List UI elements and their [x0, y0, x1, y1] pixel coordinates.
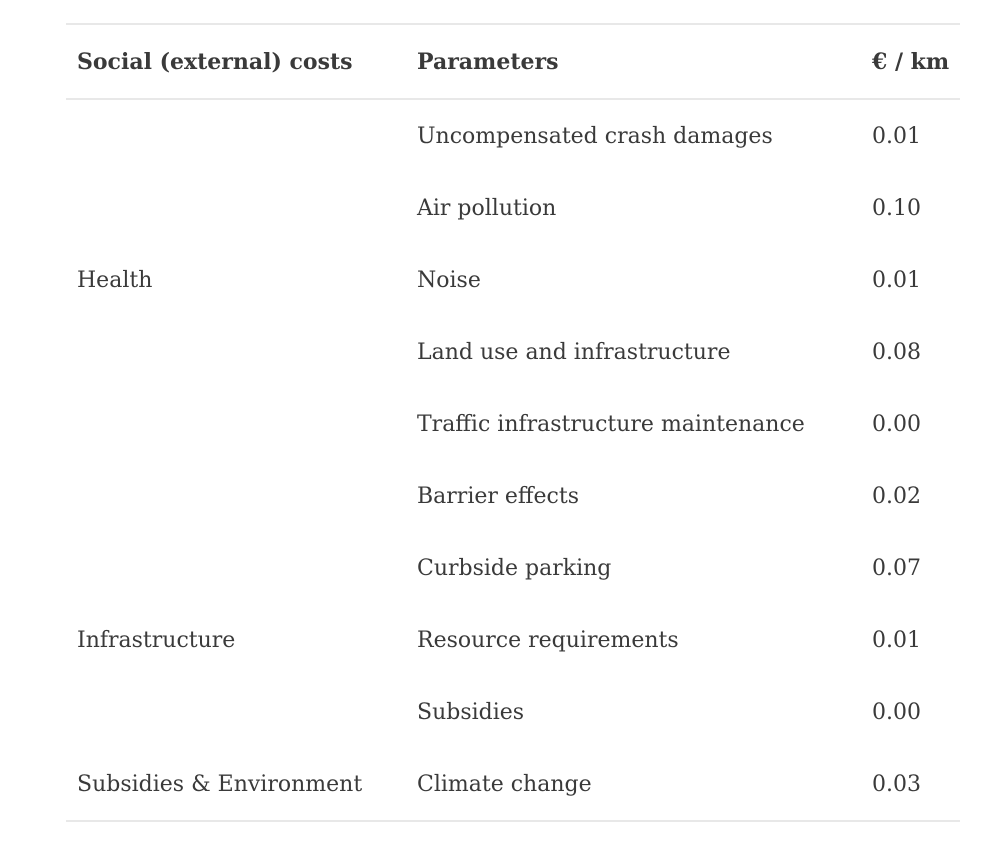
value-cell: 0.01 — [872, 123, 921, 149]
table-row: Health Noise 0.01 — [66, 244, 960, 316]
table-row: Barrier effects 0.02 — [66, 460, 960, 532]
group-cell — [66, 676, 406, 748]
column-header-social-external-costs: Social (external) costs — [66, 24, 406, 100]
value-cell: 0.01 — [872, 627, 921, 653]
group-cell — [66, 172, 406, 244]
group-cell — [66, 388, 406, 460]
table-row: Air pollution 0.10 — [66, 172, 960, 244]
value-cell: 0.02 — [872, 483, 921, 509]
header-row: Social (external) costs Parameters € / k… — [66, 24, 960, 100]
parameter-cell: Climate change — [417, 771, 592, 797]
group-cell: Health — [77, 267, 153, 293]
parameter-cell: Air pollution — [417, 195, 557, 221]
table-row: Subsidies & Environment Climate change 0… — [66, 748, 960, 821]
table-row: Uncompensated crash damages 0.01 — [66, 99, 960, 172]
table-header: Social (external) costs Parameters € / k… — [66, 24, 960, 100]
parameter-cell: Traffic infrastructure maintenance — [417, 411, 805, 437]
group-cell: Infrastructure — [77, 627, 236, 653]
table-row: Subsidies 0.00 — [66, 676, 960, 748]
table-body: Uncompensated crash damages 0.01 Air pol… — [66, 99, 960, 821]
parameter-cell: Land use and infrastructure — [417, 339, 731, 365]
value-cell: 0.00 — [872, 699, 921, 725]
group-cell — [66, 99, 406, 172]
parameter-cell: Subsidies — [417, 699, 525, 725]
social-external-costs-table: Social (external) costs Parameters € / k… — [66, 23, 960, 822]
parameter-cell: Resource requirements — [417, 627, 679, 653]
group-cell — [66, 460, 406, 532]
value-cell: 0.00 — [872, 411, 921, 437]
group-cell: Subsidies & Environment — [77, 771, 363, 797]
group-cell — [66, 316, 406, 388]
value-cell: 0.01 — [872, 267, 921, 293]
column-header-parameters: Parameters — [406, 24, 861, 100]
value-cell: 0.03 — [872, 771, 921, 797]
table-row: Curbside parking 0.07 — [66, 532, 960, 604]
parameter-cell: Barrier effects — [417, 483, 580, 509]
parameter-cell: Uncompensated crash damages — [417, 123, 773, 149]
value-cell: 0.10 — [872, 195, 921, 221]
table-row: Land use and infrastructure 0.08 — [66, 316, 960, 388]
table-row: Infrastructure Resource requirements 0.0… — [66, 604, 960, 676]
column-header-eur-per-km: € / km — [861, 24, 960, 100]
group-cell — [66, 532, 406, 604]
parameter-cell: Curbside parking — [417, 555, 612, 581]
value-cell: 0.08 — [872, 339, 921, 365]
value-cell: 0.07 — [872, 555, 921, 581]
table-row: Traffic infrastructure maintenance 0.00 — [66, 388, 960, 460]
parameter-cell: Noise — [417, 267, 481, 293]
